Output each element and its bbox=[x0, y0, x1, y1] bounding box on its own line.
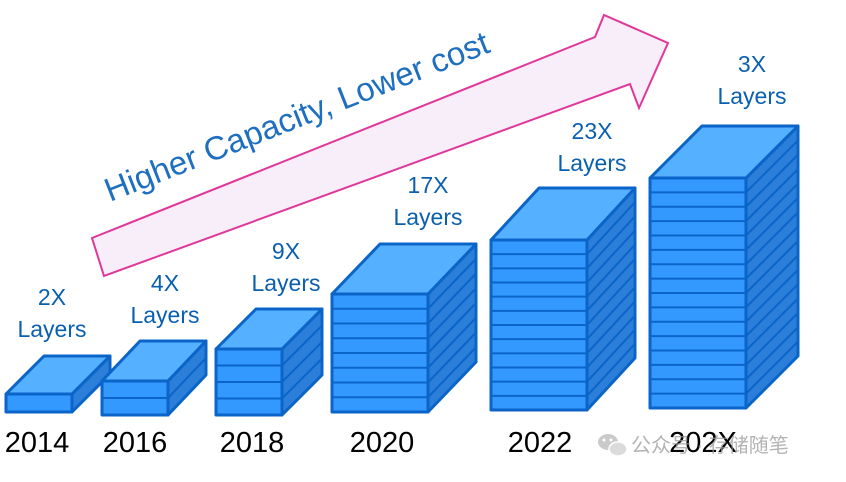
layer-line-side bbox=[427, 346, 477, 398]
watermark-text: 公众号 · 存储随笔 bbox=[631, 434, 789, 457]
layer-line-side bbox=[745, 283, 799, 337]
watermark: 公众号 · 存储随笔 bbox=[598, 434, 789, 457]
stack-label-multiplier: 3X bbox=[738, 51, 766, 77]
layer-line-side bbox=[745, 139, 799, 194]
layer-line-side bbox=[586, 314, 636, 369]
layer-line-side bbox=[745, 240, 799, 294]
layer-line-side bbox=[427, 302, 477, 354]
stack-label-multiplier: 9X bbox=[272, 238, 300, 264]
layer-line-side bbox=[281, 357, 323, 400]
stack-label-layers: Layers bbox=[130, 302, 199, 328]
stack-label-multiplier: 23X bbox=[572, 118, 613, 144]
layer-line-side bbox=[281, 324, 323, 367]
stack-year-label: 2020 bbox=[350, 427, 415, 459]
layer-line-side bbox=[586, 300, 636, 355]
stack-front-face bbox=[4, 392, 74, 414]
layer-line-side bbox=[427, 272, 477, 325]
layer-line-side bbox=[586, 229, 636, 284]
layer-line-side bbox=[427, 258, 477, 310]
stack-year-label: 2014 bbox=[5, 427, 70, 459]
layer-line-side bbox=[745, 197, 799, 251]
layer-line-side bbox=[586, 286, 636, 340]
layer-stack-202X: 3X Layers 202X bbox=[648, 51, 800, 459]
stack-label-layers: Layers bbox=[17, 316, 86, 342]
layer-line-side bbox=[427, 331, 477, 384]
layer-line-side bbox=[745, 211, 799, 265]
layer-line-side bbox=[745, 297, 799, 352]
layer-line-side bbox=[745, 182, 799, 237]
layer-stack-2014: 2X Layers 2014 bbox=[4, 284, 112, 459]
growth-arrow-shape bbox=[90, 13, 670, 278]
layer-stack-2016: 4X Layers 2016 bbox=[100, 270, 208, 459]
layer-line-side bbox=[586, 343, 636, 397]
layer-stack-2018: 9X Layers 2018 bbox=[214, 238, 324, 459]
layer-line-side bbox=[586, 258, 636, 312]
layer-line-side bbox=[586, 272, 636, 326]
layer-line-side bbox=[586, 243, 636, 298]
layer-line-side bbox=[167, 357, 207, 399]
layer-line-side bbox=[745, 326, 799, 380]
layer-line-side bbox=[745, 168, 799, 222]
layer-line-side bbox=[281, 341, 323, 383]
stack-label-layers: Layers bbox=[251, 270, 320, 296]
layer-line-side bbox=[745, 254, 799, 309]
stack-label-multiplier: 2X bbox=[38, 284, 66, 310]
layer-stack-2020: 17X Layers 2020 bbox=[330, 172, 478, 459]
stack-label-layers: Layers bbox=[717, 83, 786, 109]
stack-year-label: 2016 bbox=[103, 427, 168, 459]
layer-line-side bbox=[427, 317, 477, 369]
layer-line-side bbox=[586, 215, 636, 270]
stack-label-multiplier: 4X bbox=[151, 270, 179, 296]
layer-line-side bbox=[745, 154, 799, 208]
stack-year-label: 202X bbox=[669, 427, 737, 459]
layer-line-side bbox=[745, 340, 799, 395]
stack-year-label: 2022 bbox=[508, 427, 573, 459]
layer-line-side bbox=[745, 225, 799, 280]
layer-line-side bbox=[745, 269, 799, 323]
layer-stack-2022: 23X Layers 2022 bbox=[489, 118, 637, 459]
wechat-icon bbox=[598, 434, 628, 457]
stacks-group: 2X Layers 2014 4X Layers 2016 9X Layers 2018 17X L… bbox=[4, 51, 800, 459]
stack-label-layers: Layers bbox=[557, 150, 626, 176]
layer-line-side bbox=[586, 201, 636, 255]
layer-line-side bbox=[745, 312, 799, 366]
layer-line-side bbox=[586, 328, 636, 383]
stack-label-layers: Layers bbox=[393, 204, 462, 230]
layer-line-side bbox=[427, 287, 477, 339]
stack-year-label: 2018 bbox=[220, 427, 285, 459]
stack-label-multiplier: 17X bbox=[408, 172, 449, 198]
